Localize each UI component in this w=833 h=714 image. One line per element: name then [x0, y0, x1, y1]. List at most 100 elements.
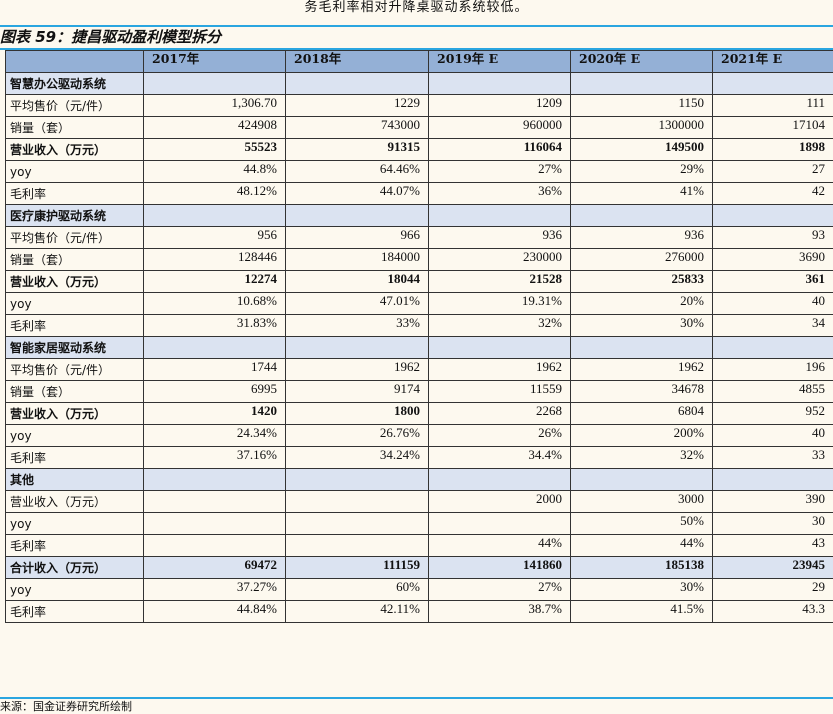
cell-value: 1962	[428, 358, 571, 381]
table-row: 营业收入（万元） 55523 91315 116064 149500 1898	[5, 138, 833, 161]
cell-value: 184000	[285, 248, 429, 271]
cell-value: 44.84%	[143, 600, 286, 623]
cell-value: 361	[712, 270, 833, 293]
cell-value: 960000	[428, 116, 571, 139]
cell-value	[428, 72, 571, 95]
cell-value: 31.83%	[143, 314, 286, 337]
cell-value: 60%	[285, 578, 429, 601]
cell-value: 37.27%	[143, 578, 286, 601]
table-row: yoy 50% 30	[5, 512, 833, 535]
cell-value: 936	[428, 226, 571, 249]
row-label: 营业收入（万元）	[5, 270, 144, 293]
column-header: 2020年 E	[570, 50, 713, 73]
cell-value: 43	[712, 534, 833, 557]
cell-value: 2268	[428, 402, 571, 425]
cell-value: 390	[712, 490, 833, 513]
cell-value: 29%	[570, 160, 713, 183]
cell-value: 93	[712, 226, 833, 249]
cell-value	[285, 512, 429, 535]
table-row: 营业收入（万元） 2000 3000 390	[5, 490, 833, 513]
cell-value: 743000	[285, 116, 429, 139]
cell-value: 956	[143, 226, 286, 249]
cell-value	[285, 336, 429, 359]
cell-value: 141860	[428, 556, 571, 579]
cell-value: 1209	[428, 94, 571, 117]
table-row: 毛利率 31.83% 33% 32% 30% 34	[5, 314, 833, 337]
cell-value: 41.5%	[570, 600, 713, 623]
cell-value: 27%	[428, 160, 571, 183]
row-label: 毛利率	[5, 446, 144, 469]
table-row: 毛利率 44.84% 42.11% 38.7% 41.5% 43.3	[5, 600, 833, 623]
cell-value	[712, 204, 833, 227]
cell-value	[143, 468, 286, 491]
cell-value: 27	[712, 160, 833, 183]
row-label: 平均售价（元/件）	[5, 94, 144, 117]
cell-value: 111	[712, 94, 833, 117]
cell-value: 128446	[143, 248, 286, 271]
cell-value: 44%	[428, 534, 571, 557]
cell-value: 44.07%	[285, 182, 429, 205]
intro-text: 务毛利率相对升降桌驱动系统较低。	[304, 0, 529, 15]
cell-value: 26%	[428, 424, 571, 447]
table-row: yoy 44.8% 64.46% 27% 29% 27	[5, 160, 833, 183]
cell-value: 10.68%	[143, 292, 286, 315]
row-label: 销量（套）	[5, 116, 144, 139]
column-header: 2019年 E	[428, 50, 571, 73]
cell-value: 116064	[428, 138, 571, 161]
cell-value: 1962	[285, 358, 429, 381]
cell-value: 34	[712, 314, 833, 337]
row-label: yoy	[5, 424, 144, 447]
cell-value: 42.11%	[285, 600, 429, 623]
cell-value: 149500	[570, 138, 713, 161]
rule-top	[0, 25, 833, 27]
cell-value: 19.31%	[428, 292, 571, 315]
cell-value	[285, 490, 429, 513]
cell-value	[143, 512, 286, 535]
table-row: 销量（套） 6995 9174 11559 34678 4855	[5, 380, 833, 403]
cell-value: 32%	[570, 446, 713, 469]
cell-value	[285, 534, 429, 557]
column-header: 2021年 E	[712, 50, 833, 73]
cell-value	[428, 204, 571, 227]
table-row: 平均售价（元/件） 1744 1962 1962 1962 196	[5, 358, 833, 381]
section-row: 其他	[5, 468, 833, 491]
cell-value	[570, 336, 713, 359]
row-label: 营业收入（万元）	[5, 138, 144, 161]
cell-value: 43.3	[712, 600, 833, 623]
cell-value: 47.01%	[285, 292, 429, 315]
table-row: 平均售价（元/件） 1,306.70 1229 1209 1150 111	[5, 94, 833, 117]
cell-value: 25833	[570, 270, 713, 293]
cell-value: 1744	[143, 358, 286, 381]
cell-value	[428, 512, 571, 535]
section-row: 智能家居驱动系统	[5, 336, 833, 359]
row-label: yoy	[5, 512, 144, 535]
cell-value: 38.7%	[428, 600, 571, 623]
total-row: 合计收入（万元） 69472 111159 141860 185138 23945	[5, 556, 833, 579]
cell-value: 230000	[428, 248, 571, 271]
cell-value: 34.4%	[428, 446, 571, 469]
cell-value: 966	[285, 226, 429, 249]
cell-value	[428, 468, 571, 491]
cell-value: 936	[570, 226, 713, 249]
row-label: yoy	[5, 292, 144, 315]
cell-value: 424908	[143, 116, 286, 139]
cell-value: 3000	[570, 490, 713, 513]
cell-value	[143, 204, 286, 227]
cell-value: 42	[712, 182, 833, 205]
row-label: 销量（套）	[5, 248, 144, 271]
row-label: 智慧办公驱动系统	[5, 72, 144, 95]
cell-value: 26.76%	[285, 424, 429, 447]
cell-value: 27%	[428, 578, 571, 601]
cell-value: 37.16%	[143, 446, 286, 469]
cell-value	[570, 72, 713, 95]
cell-value: 33	[712, 446, 833, 469]
cell-value: 1150	[570, 94, 713, 117]
cell-value: 41%	[570, 182, 713, 205]
cell-value: 111159	[285, 556, 429, 579]
cell-value: 36%	[428, 182, 571, 205]
row-label: 平均售价（元/件）	[5, 358, 144, 381]
row-label: 毛利率	[5, 600, 144, 623]
row-label: 毛利率	[5, 534, 144, 557]
column-header: 2018年	[285, 50, 429, 73]
table-row: yoy 24.34% 26.76% 26% 200% 40	[5, 424, 833, 447]
